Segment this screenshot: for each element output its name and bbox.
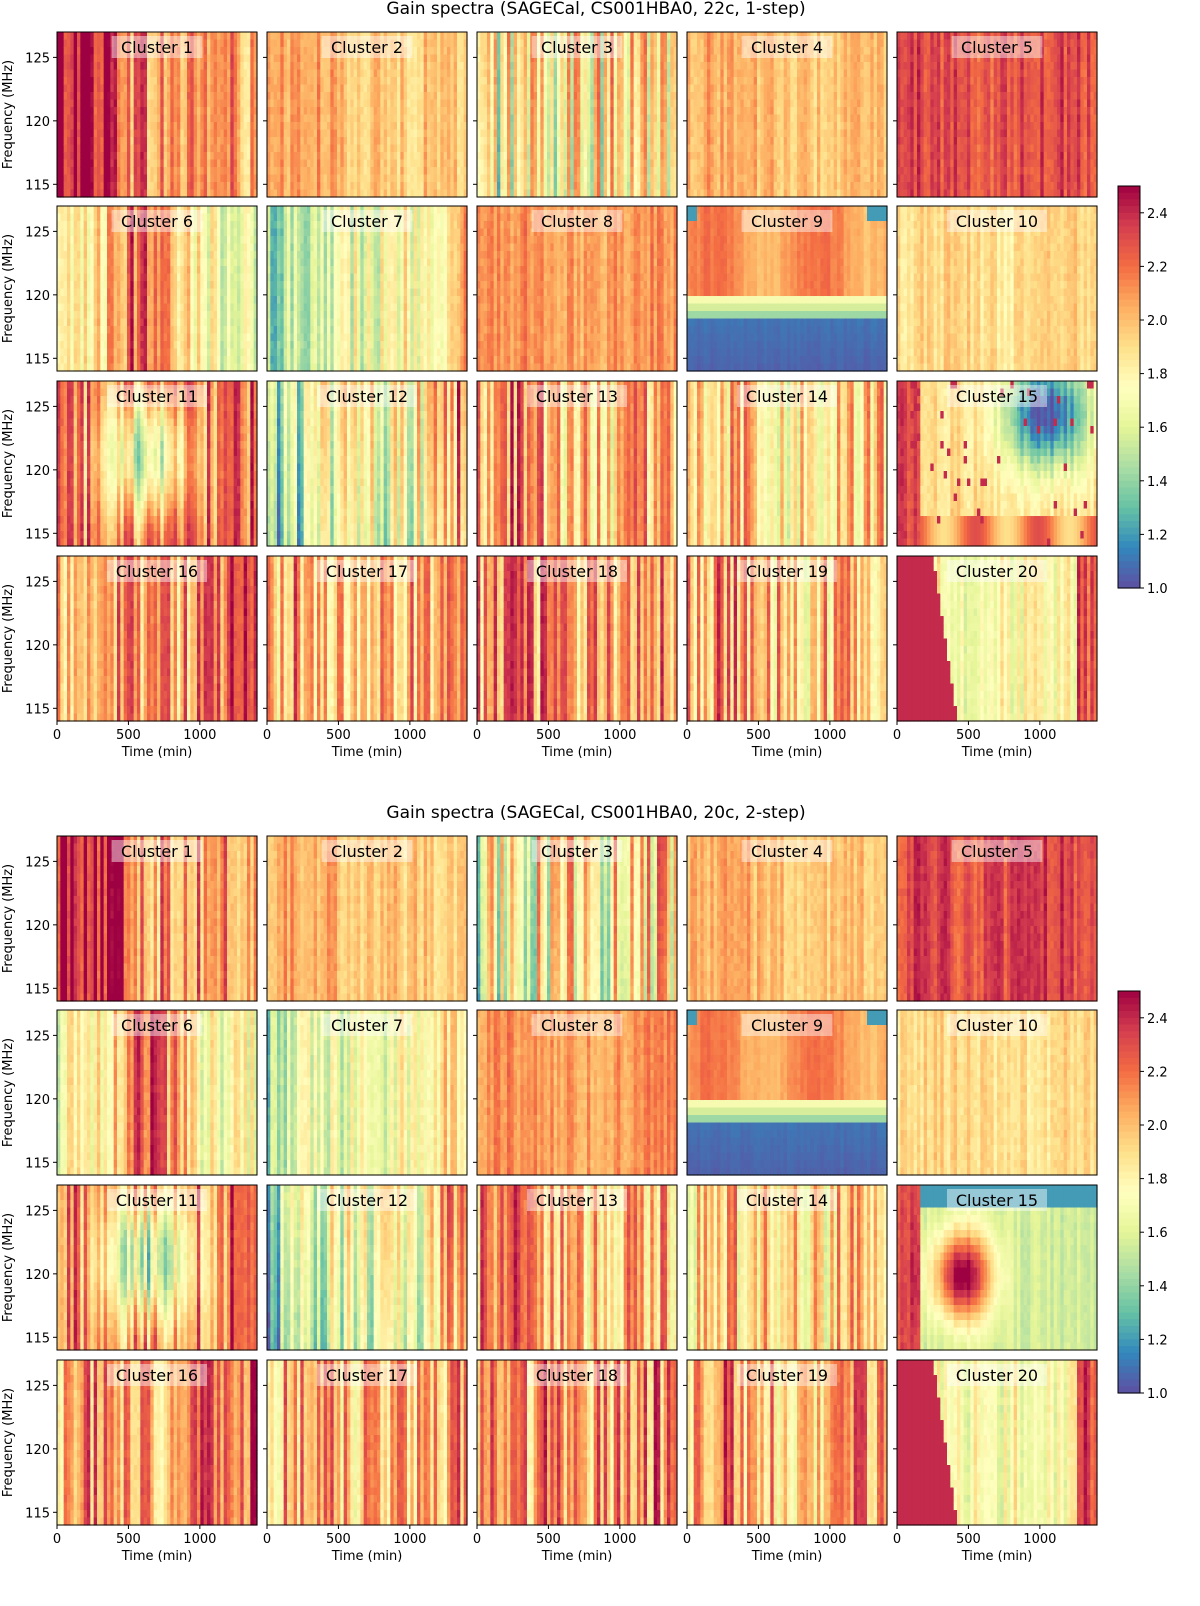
y-tick-label: 125 <box>25 51 50 66</box>
y-axis-label: Frequency (MHz) <box>1 60 16 169</box>
y-tick-label: 120 <box>25 115 50 130</box>
y-tick-label: 115 <box>25 178 50 193</box>
heatmap-panel: Cluster 2 <box>263 32 468 198</box>
figure-block-1: Gain spectra (SAGECal, CS001HBA0, 22c, 1… <box>1 0 1168 760</box>
figure: Gain spectra (SAGECal, CS001HBA0, 22c, 1… <box>0 0 1200 1606</box>
cluster-label: Cluster 3 <box>541 38 613 57</box>
cluster-label: Cluster 1 <box>121 38 193 57</box>
heatmap-panel: Cluster 1 115 120 125 Frequency (MHz) <box>1 32 258 198</box>
cluster-label: Cluster 2 <box>331 38 403 57</box>
heatmap-panel: Cluster 3 <box>473 32 678 198</box>
heatmap-panel: Cluster 4 <box>683 32 888 198</box>
figure-title: Gain spectra (SAGECal, CS001HBA0, 22c, 1… <box>386 0 805 19</box>
